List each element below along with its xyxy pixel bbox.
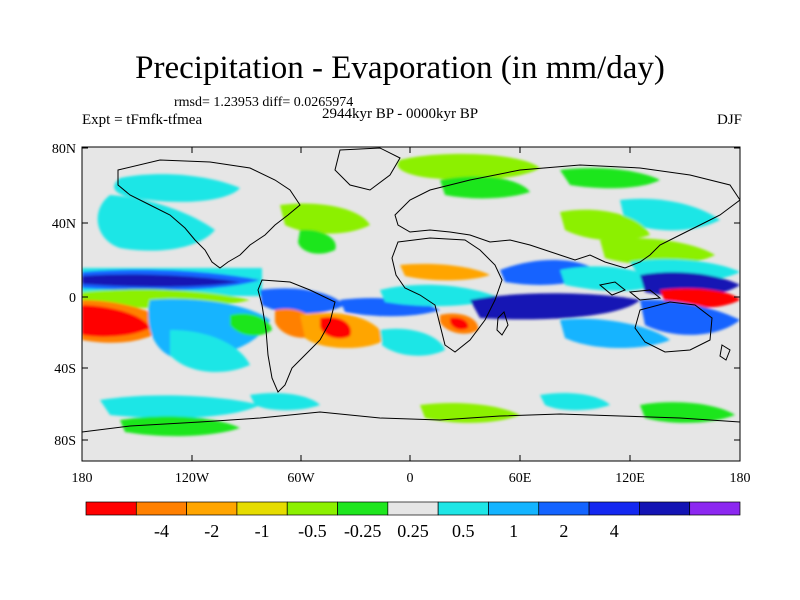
period-text: 2944kyr BP - 0000kyr BP xyxy=(322,106,479,122)
colorbar-swatch xyxy=(639,501,691,516)
colorbar-swatch xyxy=(337,501,389,516)
colorbar-swatch xyxy=(236,501,288,516)
colorbar-label: -0.25 xyxy=(344,521,382,541)
lon-tick-label: 120W xyxy=(175,471,210,486)
colorbar-label: 4 xyxy=(610,521,619,541)
plot-title: Precipitation - Evaporation (in mm/day) xyxy=(135,50,665,86)
map-frame xyxy=(81,146,741,462)
lat-tick-label: 40N xyxy=(52,217,76,232)
colorbar-swatch xyxy=(488,501,540,516)
lat-tick-label: 80N xyxy=(52,142,76,157)
colorbar-label: 0.25 xyxy=(397,521,429,541)
colorbar-swatch xyxy=(286,501,338,516)
colorbar-swatch xyxy=(85,501,137,516)
field-shading xyxy=(82,153,740,437)
lon-tick-label: 60W xyxy=(287,471,315,486)
colorbar-label: 1 xyxy=(509,521,518,541)
colorbar-label: -4 xyxy=(154,521,169,541)
colorbar-label: -1 xyxy=(255,521,270,541)
colorbar-swatch xyxy=(538,501,590,516)
stats-text: rmsd= 1.23953 diff= 0.0265974 xyxy=(174,95,354,110)
colorbar-label: -0.5 xyxy=(298,521,327,541)
lon-tick-label: 180 xyxy=(72,471,93,486)
colorbar-label: 2 xyxy=(559,521,568,541)
colorbar-swatch xyxy=(186,501,238,516)
colorbar-swatch xyxy=(437,501,489,516)
colorbar-label: 0.5 xyxy=(452,521,475,541)
longitude-axis: 180 120W 60W 0 60E 120E 180 xyxy=(72,147,751,486)
lat-tick-label: 80S xyxy=(54,434,76,449)
colorbar-swatch xyxy=(135,501,187,516)
lon-tick-label: 60E xyxy=(509,471,532,486)
lon-tick-label: 120E xyxy=(615,471,645,486)
lon-tick-label: 0 xyxy=(407,471,414,486)
lat-tick-label: 0 xyxy=(69,291,76,306)
colorbar-label: -2 xyxy=(204,521,219,541)
lat-tick-label: 40S xyxy=(54,362,76,377)
experiment-text: Expt = tFmfk-tfmea xyxy=(82,112,203,128)
colorbar: -4 -2 -1 -0.5 -0.25 0.25 0.5 1 2 4 xyxy=(85,501,741,541)
coastlines xyxy=(82,147,740,433)
colorbar-swatch xyxy=(588,501,640,516)
lon-tick-label: 180 xyxy=(730,471,751,486)
colorbar-swatch xyxy=(387,501,439,516)
colorbar-swatch xyxy=(689,501,741,516)
season-text: DJF xyxy=(716,112,742,128)
latitude-axis: 80N 40N 0 40S 80S xyxy=(52,142,740,449)
